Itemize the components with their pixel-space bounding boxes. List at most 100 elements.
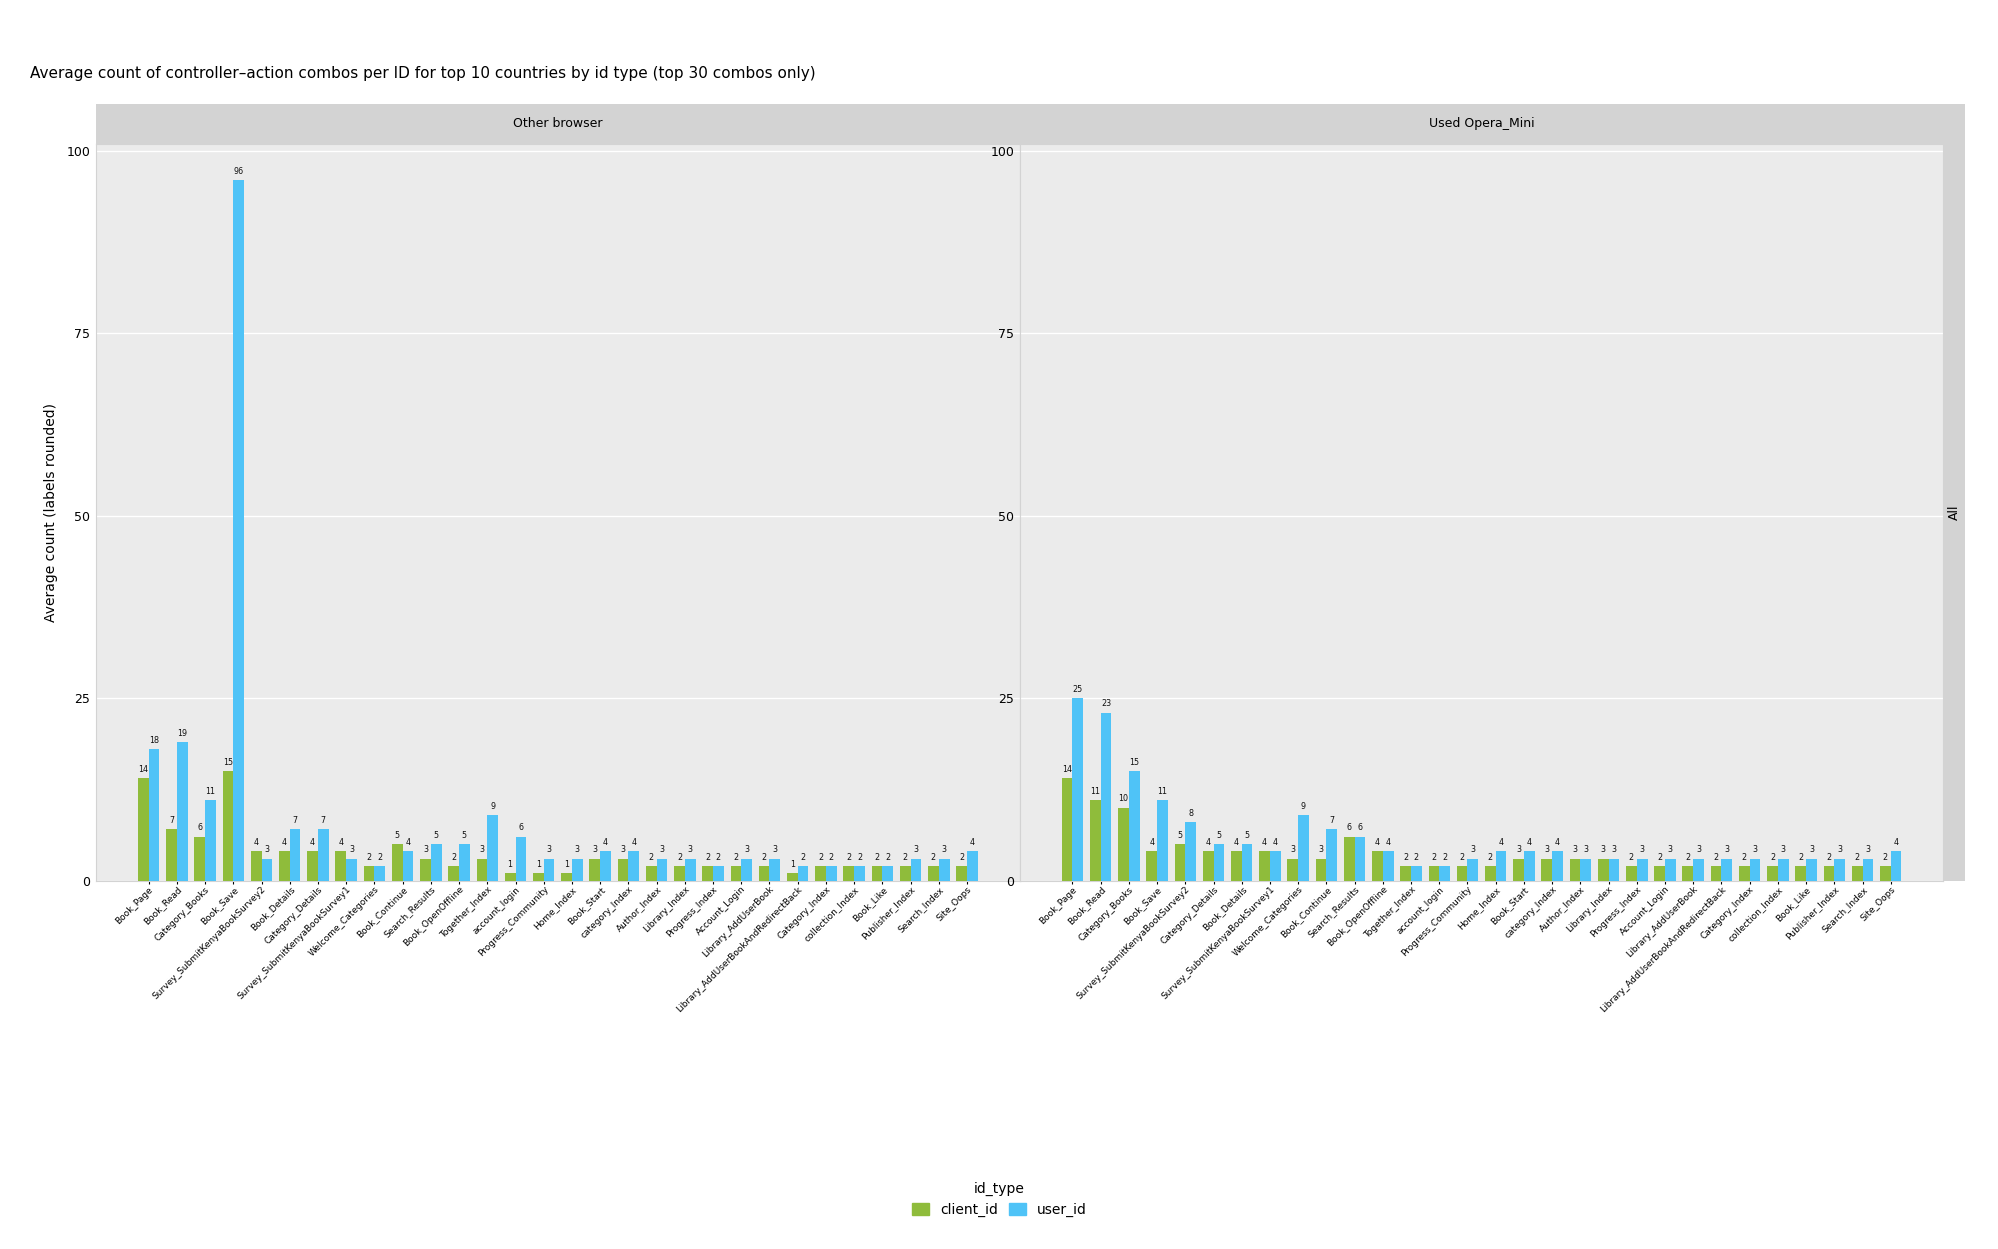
Y-axis label: Average count (labels rounded): Average count (labels rounded) — [44, 402, 58, 622]
Text: 2: 2 — [647, 853, 653, 862]
Bar — [1429, 866, 1439, 881]
Text: 2: 2 — [1740, 853, 1746, 862]
Text: 4: 4 — [1273, 838, 1277, 847]
Text: 15: 15 — [1129, 758, 1139, 767]
Text: 3: 3 — [941, 846, 947, 854]
Bar — [280, 852, 290, 881]
Bar — [939, 858, 949, 881]
Text: 10: 10 — [1119, 794, 1129, 803]
Text: 23: 23 — [1101, 699, 1111, 708]
Bar — [1485, 866, 1495, 881]
Bar — [1355, 837, 1365, 881]
Bar — [290, 829, 300, 881]
Bar — [346, 858, 358, 881]
Bar — [420, 858, 432, 881]
Text: 3: 3 — [1471, 846, 1475, 854]
Text: 4: 4 — [1149, 838, 1153, 847]
Bar — [262, 858, 272, 881]
Bar — [1213, 844, 1223, 881]
Bar — [911, 858, 921, 881]
Text: 3: 3 — [1864, 846, 1870, 854]
Bar — [336, 852, 346, 881]
Bar — [318, 829, 328, 881]
Bar — [1710, 866, 1720, 881]
Bar — [1794, 866, 1804, 881]
Bar — [1776, 858, 1788, 881]
Text: 2: 2 — [1826, 853, 1830, 862]
Bar — [1457, 866, 1467, 881]
Text: 3: 3 — [1582, 846, 1588, 854]
Bar — [392, 844, 402, 881]
Text: 2: 2 — [705, 853, 709, 862]
Bar — [685, 858, 695, 881]
Text: 9: 9 — [490, 802, 496, 811]
Text: 8: 8 — [1187, 809, 1193, 818]
Text: 2: 2 — [1413, 853, 1419, 862]
Bar — [1061, 778, 1071, 881]
Bar — [138, 778, 148, 881]
Text: 4: 4 — [1892, 838, 1898, 847]
Text: 3: 3 — [1694, 846, 1700, 854]
Text: 2: 2 — [845, 853, 851, 862]
Bar — [1822, 866, 1834, 881]
Bar — [1231, 852, 1241, 881]
Bar — [206, 801, 216, 881]
Text: 19: 19 — [178, 728, 188, 738]
Text: 2: 2 — [885, 853, 889, 862]
Bar — [1371, 852, 1383, 881]
Text: 3: 3 — [1808, 846, 1812, 854]
Bar — [871, 866, 881, 881]
Text: 6: 6 — [517, 823, 523, 832]
Text: 4: 4 — [1205, 838, 1211, 847]
Text: 11: 11 — [1089, 787, 1099, 796]
Bar — [589, 858, 599, 881]
Bar — [543, 858, 553, 881]
Bar — [617, 858, 627, 881]
Bar — [1157, 801, 1167, 881]
Text: 4: 4 — [1526, 838, 1530, 847]
Text: 9: 9 — [1301, 802, 1305, 811]
Text: 3: 3 — [1544, 846, 1548, 854]
Bar — [234, 180, 244, 881]
Text: 3: 3 — [1780, 846, 1784, 854]
Text: 4: 4 — [1498, 838, 1502, 847]
Bar — [1512, 858, 1522, 881]
Text: All: All — [1946, 505, 1960, 520]
Bar — [1804, 858, 1816, 881]
Text: 3: 3 — [591, 846, 597, 854]
Text: 2: 2 — [1712, 853, 1718, 862]
Text: 2: 2 — [829, 853, 833, 862]
Bar — [1834, 858, 1844, 881]
Text: 4: 4 — [1233, 838, 1239, 847]
Text: 11: 11 — [1157, 787, 1167, 796]
Bar — [476, 858, 488, 881]
Bar — [1738, 866, 1748, 881]
Text: 2: 2 — [378, 853, 382, 862]
Bar — [701, 866, 713, 881]
Bar — [1071, 698, 1083, 881]
Text: 3: 3 — [1289, 846, 1295, 854]
Text: 5: 5 — [394, 831, 400, 839]
Text: 3: 3 — [1752, 846, 1756, 854]
Bar — [759, 866, 769, 881]
Text: 2: 2 — [959, 853, 963, 862]
Bar — [250, 852, 262, 881]
Bar — [1185, 822, 1195, 881]
Text: 2: 2 — [903, 853, 907, 862]
Text: 5: 5 — [1215, 831, 1221, 839]
Bar — [448, 866, 460, 881]
Text: 4: 4 — [282, 838, 288, 847]
Text: 3: 3 — [1724, 846, 1728, 854]
Bar — [1654, 866, 1664, 881]
Bar — [1315, 858, 1327, 881]
Text: 2: 2 — [799, 853, 805, 862]
Bar — [571, 858, 581, 881]
Text: 3: 3 — [1638, 846, 1644, 854]
Bar — [1568, 858, 1580, 881]
Bar — [1850, 866, 1862, 881]
Text: 4: 4 — [1385, 838, 1391, 847]
Text: 18: 18 — [150, 736, 160, 744]
Text: 6: 6 — [1347, 823, 1351, 832]
Bar — [1664, 858, 1674, 881]
Bar — [1720, 858, 1732, 881]
